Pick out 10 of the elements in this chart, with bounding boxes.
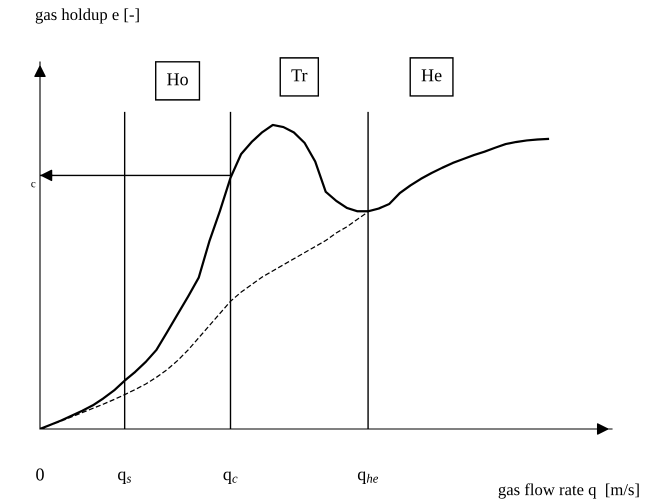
ref-line-label: c xyxy=(31,182,36,188)
x-tick-label: 0 xyxy=(36,468,44,481)
x-tick-label: q$_{c}$ xyxy=(223,471,238,484)
text: Ho xyxy=(167,73,188,86)
text: He xyxy=(422,69,442,82)
text: Tr xyxy=(291,69,308,82)
x-tick-label: q$_{he}$ xyxy=(358,471,378,484)
x-tick-label: q$_{s}$ xyxy=(118,471,132,484)
x-axis-title: gas flow rate q [m/s] xyxy=(498,483,639,499)
text: gas holdup e [-] xyxy=(36,8,139,24)
